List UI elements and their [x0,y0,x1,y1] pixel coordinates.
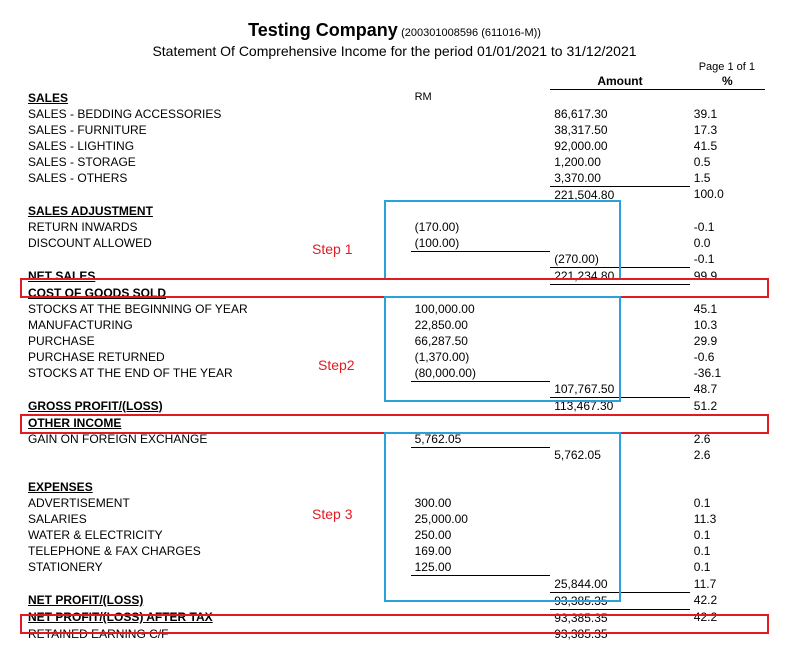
line-amount: 100,000.00 [411,301,551,317]
percent-header: % [690,73,765,90]
line-pct: 2.6 [690,431,765,448]
cogs-section-label: COST OF GOODS SOLD [24,285,411,301]
line-amount: 38,317.50 [550,122,690,138]
line-label: STOCKS AT THE END OF THE YEAR [24,365,411,382]
line-amount: 22,850.00 [411,317,551,333]
line-label: PURCHASE [24,333,411,349]
net-sales-amt: 221,234.80 [550,268,690,285]
retained-amt: 93,385.35 [550,626,690,642]
line-pct: 42.2 [690,592,765,609]
line-amount: 125.00 [411,559,551,576]
line-label: WATER & ELECTRICITY [24,527,411,543]
line-pct: 10.3 [690,317,765,333]
line-label: SALES - FURNITURE [24,122,411,138]
line-label: SALES - STORAGE [24,154,411,170]
gross-profit-amt: 113,467.30 [550,398,690,415]
line-pct: -0.1 [690,219,765,235]
sales-section-label: SALES [24,90,411,106]
line-label: SALES - OTHERS [24,170,411,187]
line-pct: 29.9 [690,333,765,349]
line-pct: 1.5 [690,170,765,187]
line-amount: 25,000.00 [411,511,551,527]
line-pct: 0.1 [690,495,765,511]
sales-adj-section-label: SALES ADJUSTMENT [24,203,411,219]
currency-label: RM [411,90,551,106]
company-reg: (200301008596 (611016-M)) [401,27,541,39]
report-subtitle: Statement Of Comprehensive Income for th… [24,43,765,59]
net-profit-label: NET PROFIT/(LOSS) [24,592,411,609]
line-pct: 0.1 [690,559,765,576]
line-label: SALARIES [24,511,411,527]
line-amount: 86,617.30 [550,106,690,122]
line-pct: -0.1 [690,251,765,268]
line-pct: 0.1 [690,543,765,559]
line-pct: 11.3 [690,511,765,527]
line-amount: 169.00 [411,543,551,559]
line-amount: 3,370.00 [550,170,690,187]
line-pct: 0.0 [690,235,765,252]
report-header: Testing Company (200301008596 (611016-M)… [24,20,765,59]
line-label: SALES - LIGHTING [24,138,411,154]
net-profit-amt: 93,385.35 [550,592,690,609]
financial-table: Amount % SALES RM SALES - BEDDING ACCESS… [24,73,765,642]
company-name: Testing Company [248,20,398,40]
line-pct: -0.6 [690,349,765,365]
line-amount: 92,000.00 [550,138,690,154]
line-label: DISCOUNT ALLOWED [24,235,411,252]
line-pct: 11.7 [690,576,765,593]
net-profit-tax-amt: 93,385.35 [550,609,690,626]
line-label: PURCHASE RETURNED [24,349,411,365]
line-pct: 0.5 [690,154,765,170]
line-label: RETURN INWARDS [24,219,411,235]
column-header-row: Amount % [24,73,765,90]
amount-header: Amount [550,73,690,90]
net-profit-tax-label: NET PROFIT/(LOSS) AFTER TAX [24,609,411,626]
line-label: GAIN ON FOREIGN EXCHANGE [24,431,411,448]
line-amount: 1,200.00 [550,154,690,170]
other-income-total: 5,762.05 [550,447,690,463]
line-amount: 300.00 [411,495,551,511]
cogs-total: 107,767.50 [550,381,690,398]
page-indicator: Page 1 of 1 [24,61,765,73]
sales-adj-total: (270.00) [550,251,690,268]
line-amount: 5,762.05 [411,431,551,448]
line-pct: 42.2 [690,609,765,626]
line-amount: (100.00) [411,235,551,252]
line-amount: 250.00 [411,527,551,543]
line-label: TELEPHONE & FAX CHARGES [24,543,411,559]
line-pct: 99.9 [690,268,765,285]
line-amount: (1,370.00) [411,349,551,365]
line-amount: (80,000.00) [411,365,551,382]
line-label: SALES - BEDDING ACCESSORIES [24,106,411,122]
line-label: ADVERTISEMENT [24,495,411,511]
line-label: STATIONERY [24,559,411,576]
line-label: MANUFACTURING [24,317,411,333]
line-amount: 66,287.50 [411,333,551,349]
net-sales-label: NET SALES [24,268,411,285]
line-amount: (170.00) [411,219,551,235]
line-pct: 17.3 [690,122,765,138]
gross-profit-label: GROSS PROFIT/(LOSS) [24,398,411,415]
line-pct: 0.1 [690,527,765,543]
line-pct: 2.6 [690,447,765,463]
expenses-section-label: EXPENSES [24,479,411,495]
line-pct: -36.1 [690,365,765,382]
sales-total: 221,504.80 [550,186,690,203]
line-pct: 48.7 [690,381,765,398]
line-pct: 51.2 [690,398,765,415]
expenses-total: 25,844.00 [550,576,690,593]
sales-total-pct: 100.0 [690,186,765,203]
line-pct: 41.5 [690,138,765,154]
line-pct: 45.1 [690,301,765,317]
other-income-label: OTHER INCOME [24,415,411,431]
retained-label: RETAINED EARNING C/F [24,626,411,642]
line-label: STOCKS AT THE BEGINNING OF YEAR [24,301,411,317]
line-pct: 39.1 [690,106,765,122]
